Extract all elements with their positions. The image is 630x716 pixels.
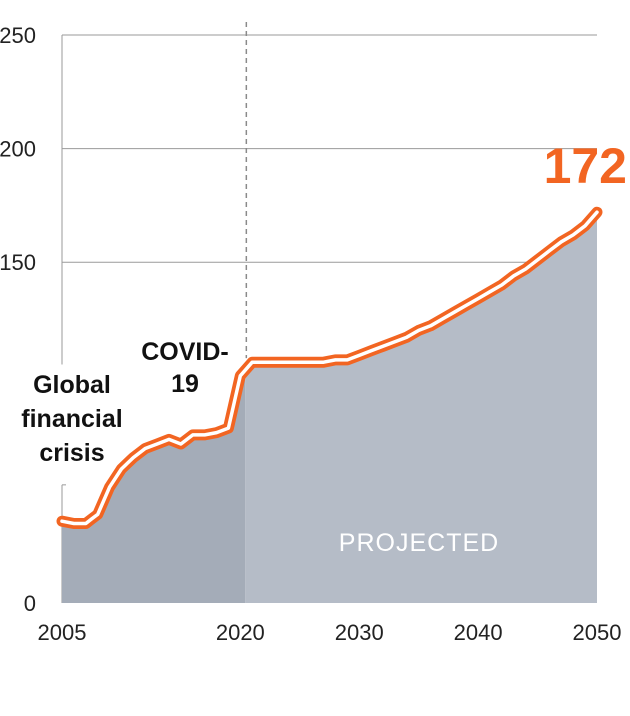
end-value-label: 172 [544,138,627,194]
annotation-gfc-line-1: Global [33,371,111,399]
series-line [56,206,603,529]
series-line-inner [60,210,599,526]
x-tick-label: 2040 [454,620,503,645]
annotation-gfc-line-3: crisis [39,439,104,467]
x-tick-label: 2005 [38,620,87,645]
annotation-gfc-line-2: financial [21,405,122,433]
y-tick-label: 0 [24,591,36,616]
y-tick-label: 150 [0,250,36,275]
x-tick-label: 2030 [335,620,384,645]
area-layer [62,212,598,603]
x-tick-label: 2020 [216,620,265,645]
y-tick-label: 200 [0,137,36,162]
annotation-covid-line-2: 19 [171,370,199,398]
x-axis-ticks: 2005 2020 2030 2040 2050 [38,620,622,645]
x-tick-label: 2050 [573,620,622,645]
y-tick-label: 250 [0,23,36,48]
projected-area [245,212,598,603]
y-axis-ticks: 0 150 200 250 [0,23,36,616]
annotation-covid-line-1: COVID- [141,338,229,366]
projected-label: PROJECTED [339,529,499,557]
historical-area [62,362,246,603]
